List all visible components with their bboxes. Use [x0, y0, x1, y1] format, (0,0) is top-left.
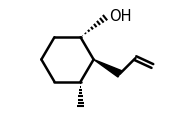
Polygon shape — [94, 60, 122, 77]
Text: OH: OH — [109, 9, 132, 24]
